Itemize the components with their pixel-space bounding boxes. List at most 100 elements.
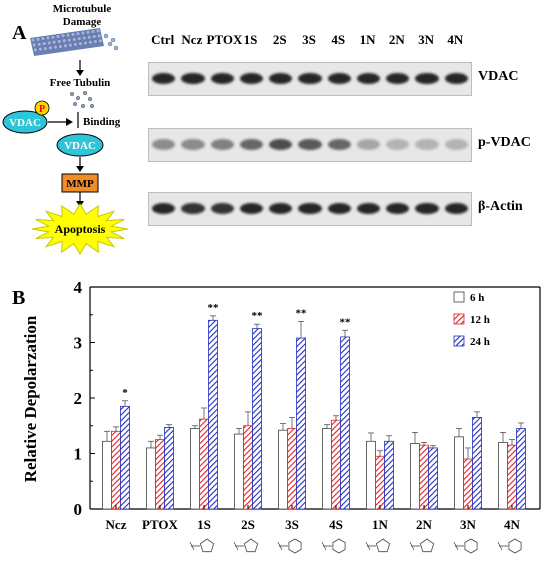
blot-band <box>152 139 176 150</box>
lane-label-4s: 4S <box>331 32 346 47</box>
phospho-badge-label: P <box>39 104 45 115</box>
blot-label-0: VDAC <box>478 69 519 84</box>
bar-3n-24h <box>472 417 482 510</box>
legend-label: 24 h <box>470 336 490 348</box>
y-tick-label: 2 <box>74 389 83 408</box>
legend-swatch <box>453 335 465 347</box>
structure-icon <box>321 538 346 554</box>
blot-strip-1 <box>148 128 472 162</box>
x-tick-label: 1N <box>372 517 389 532</box>
blot-band <box>210 139 234 150</box>
blot-band <box>444 73 468 84</box>
bar-1n-12h <box>375 455 385 510</box>
lane-label-1n: 1N <box>359 32 376 47</box>
y-tick-label: 3 <box>74 334 83 353</box>
panel-b-letter: B <box>12 287 26 309</box>
vdac-phospho-label: VDAC <box>9 117 41 129</box>
blot-band <box>386 139 410 150</box>
legend-label: 6 h <box>470 292 484 304</box>
bar-ptox-24h <box>164 427 174 510</box>
blot-band <box>298 139 322 150</box>
blot-band <box>152 203 176 214</box>
blot-band <box>327 203 351 214</box>
blot-band <box>152 73 176 84</box>
y-tick-label: 1 <box>74 445 83 464</box>
significance-mark: ** <box>208 302 220 314</box>
blot-band <box>298 73 322 84</box>
blot-strip-0 <box>148 62 472 96</box>
lane-label-1s: 1S <box>243 32 258 47</box>
legend: 6 h 12 h 24 h <box>453 291 490 348</box>
blot-band <box>269 203 293 214</box>
structure-icon <box>453 538 478 554</box>
bar-1s-12h <box>199 418 209 510</box>
blot-band <box>356 139 381 150</box>
x-tick-label: 1S <box>197 517 211 532</box>
apoptosis-label: Apoptosis <box>55 222 106 236</box>
y-axis-label: Relative Depolarzation <box>21 315 40 482</box>
blot-band <box>181 203 205 214</box>
mmp-label: MMP <box>66 178 94 190</box>
bar-4s-12h <box>331 419 341 510</box>
bar-ptox-12h <box>155 439 165 510</box>
vdac-phospho-node <box>2 110 48 134</box>
blot-band <box>386 73 410 84</box>
lane-label-ctrl: Ctrl <box>151 32 175 47</box>
bar-2n-6h <box>410 443 420 510</box>
blot-band <box>269 139 293 150</box>
blot-band <box>181 139 205 150</box>
vdac-node <box>56 133 104 157</box>
lane-label-ncz: Ncz <box>181 32 203 47</box>
bar-4s-24h <box>340 336 350 510</box>
blot-lane-labels: Ctrl Ncz PTOX 1S 2S 3S 4S 1N 2N 3N 4N <box>148 32 470 48</box>
bar-2s-6h <box>234 433 244 510</box>
bar-4s-6h <box>322 428 332 510</box>
bar-ptox-6h <box>146 447 156 510</box>
blot-strip-2 <box>148 192 472 226</box>
lane-label-2s: 2S <box>272 32 287 47</box>
blot-band <box>210 203 234 214</box>
blot-band <box>356 73 381 84</box>
structure-icon <box>189 538 215 553</box>
lane-label-3s: 3S <box>302 32 316 47</box>
blot-band <box>415 203 439 214</box>
lane-label-4n: 4N <box>447 32 464 47</box>
bar-ncz-12h <box>111 430 121 510</box>
blot-label-2: β-Actin <box>478 199 523 214</box>
bar-4n-12h <box>507 444 517 510</box>
free-tubulin-icon <box>69 90 94 108</box>
blot-band <box>356 203 381 214</box>
x-tick-label: 3N <box>460 517 477 532</box>
x-tick-label: 3S <box>285 517 299 532</box>
lane-label-3n: 3N <box>418 32 435 47</box>
blot-band <box>444 139 468 150</box>
bar-3s-12h <box>287 428 297 510</box>
vdac-label: VDAC <box>64 140 96 152</box>
panel-a-letter: A <box>12 22 27 44</box>
blot-band <box>298 203 322 214</box>
bar-4n-6h <box>498 441 508 510</box>
bar-4n-24h <box>516 428 526 510</box>
microtubule-icon <box>30 28 119 56</box>
x-tick-label: 2S <box>241 517 255 532</box>
bar-1s-6h <box>190 428 200 510</box>
blot-band <box>327 139 351 150</box>
structure-icon <box>497 538 522 554</box>
bar-3s-6h <box>278 429 288 510</box>
structure-icon <box>277 538 302 554</box>
blot-band <box>415 139 439 150</box>
bar-ncz-24h <box>120 405 130 510</box>
blot-band <box>181 73 205 84</box>
bar-3n-12h <box>463 458 473 510</box>
binding-label: Binding <box>83 116 121 128</box>
blot-band <box>239 73 264 84</box>
blot-band <box>327 73 351 84</box>
pathway-diagram: Microtubule Damage Free Tubulin VDAC P Bi… <box>2 3 129 255</box>
bar-2s-12h <box>243 425 253 510</box>
structure-icon <box>233 538 259 553</box>
free-tubulin-label: Free Tubulin <box>50 77 111 89</box>
microtubule-damage-label: Microtubule Damage <box>53 3 112 28</box>
bar-2s-24h <box>252 328 262 510</box>
x-tick-label: 4N <box>504 517 521 532</box>
legend-swatch <box>453 291 465 303</box>
